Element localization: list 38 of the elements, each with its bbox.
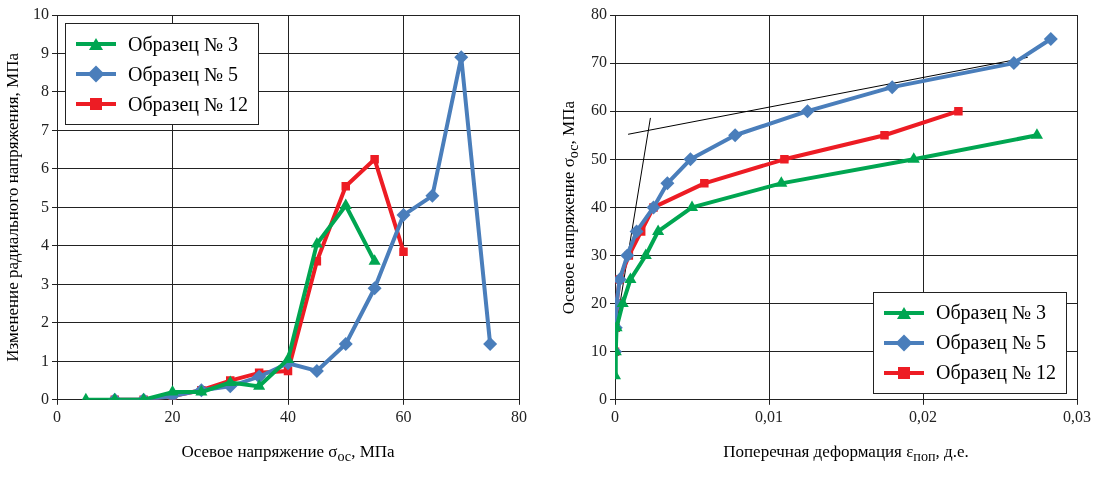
y-tick-label: 40 — [591, 197, 607, 215]
y-tick-label: 10 — [591, 341, 607, 359]
x-tick-label: 60 — [395, 407, 412, 425]
y-tick-label: 7 — [41, 120, 49, 138]
x-tick-label: 0,02 — [909, 407, 937, 425]
y-tick-label: 8 — [41, 82, 49, 100]
legend-label: Образец № 5 — [935, 331, 1046, 355]
x-tick-label: 0,03 — [1063, 407, 1091, 425]
y-tick-label: 2 — [41, 313, 49, 331]
y-tick-label: 10 — [33, 5, 49, 23]
y-tick-label: 70 — [591, 53, 607, 71]
y-tick-label: 3 — [41, 274, 49, 292]
legend-label: Образец № 5 — [128, 62, 239, 86]
x-tick-label: 0 — [53, 407, 61, 425]
y-tick-label: 80 — [591, 5, 607, 23]
y-tick-label: 50 — [591, 149, 607, 167]
legend-label: Образец № 12 — [935, 361, 1056, 385]
y-tick-label: 0 — [599, 390, 607, 407]
x-axis-title: Осевое напряжение σ$_{ос}$, МПа — [180, 442, 396, 466]
legend-label: Образец № 3 — [935, 301, 1046, 325]
x-tick-label: 0 — [611, 407, 619, 425]
y-tick-label: 5 — [41, 197, 49, 215]
x-tick-label: 40 — [280, 407, 296, 425]
x-tick-label: 20 — [164, 407, 181, 425]
x-axis-title: Поперечная деформация ε$_{поп}$, д.е. — [722, 442, 970, 466]
legend-label: Образец № 3 — [128, 32, 239, 56]
y-tick-label: 30 — [591, 245, 607, 263]
y-axis-title: Изменение радиального напряжения, МПа — [3, 53, 23, 362]
y-tick-label: 0 — [41, 390, 49, 407]
y-tick-label: 20 — [591, 293, 607, 311]
y-tick-label: 60 — [591, 101, 607, 119]
y-tick-label: 9 — [41, 43, 49, 61]
y-tick-label: 1 — [41, 351, 49, 369]
legend-label: Образец № 12 — [128, 92, 249, 116]
x-tick-label: 0,01 — [755, 407, 783, 425]
x-tick-label: 80 — [511, 407, 527, 425]
y-tick-label: 6 — [41, 159, 49, 177]
y-tick-label: 4 — [41, 236, 49, 254]
